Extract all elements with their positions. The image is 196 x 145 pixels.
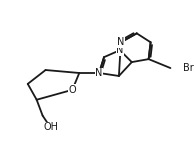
Text: O: O	[69, 85, 76, 95]
Text: N: N	[117, 37, 125, 47]
Text: N: N	[95, 68, 103, 78]
Text: N: N	[116, 45, 124, 55]
Text: Br: Br	[183, 63, 194, 73]
Text: OH: OH	[43, 123, 58, 133]
